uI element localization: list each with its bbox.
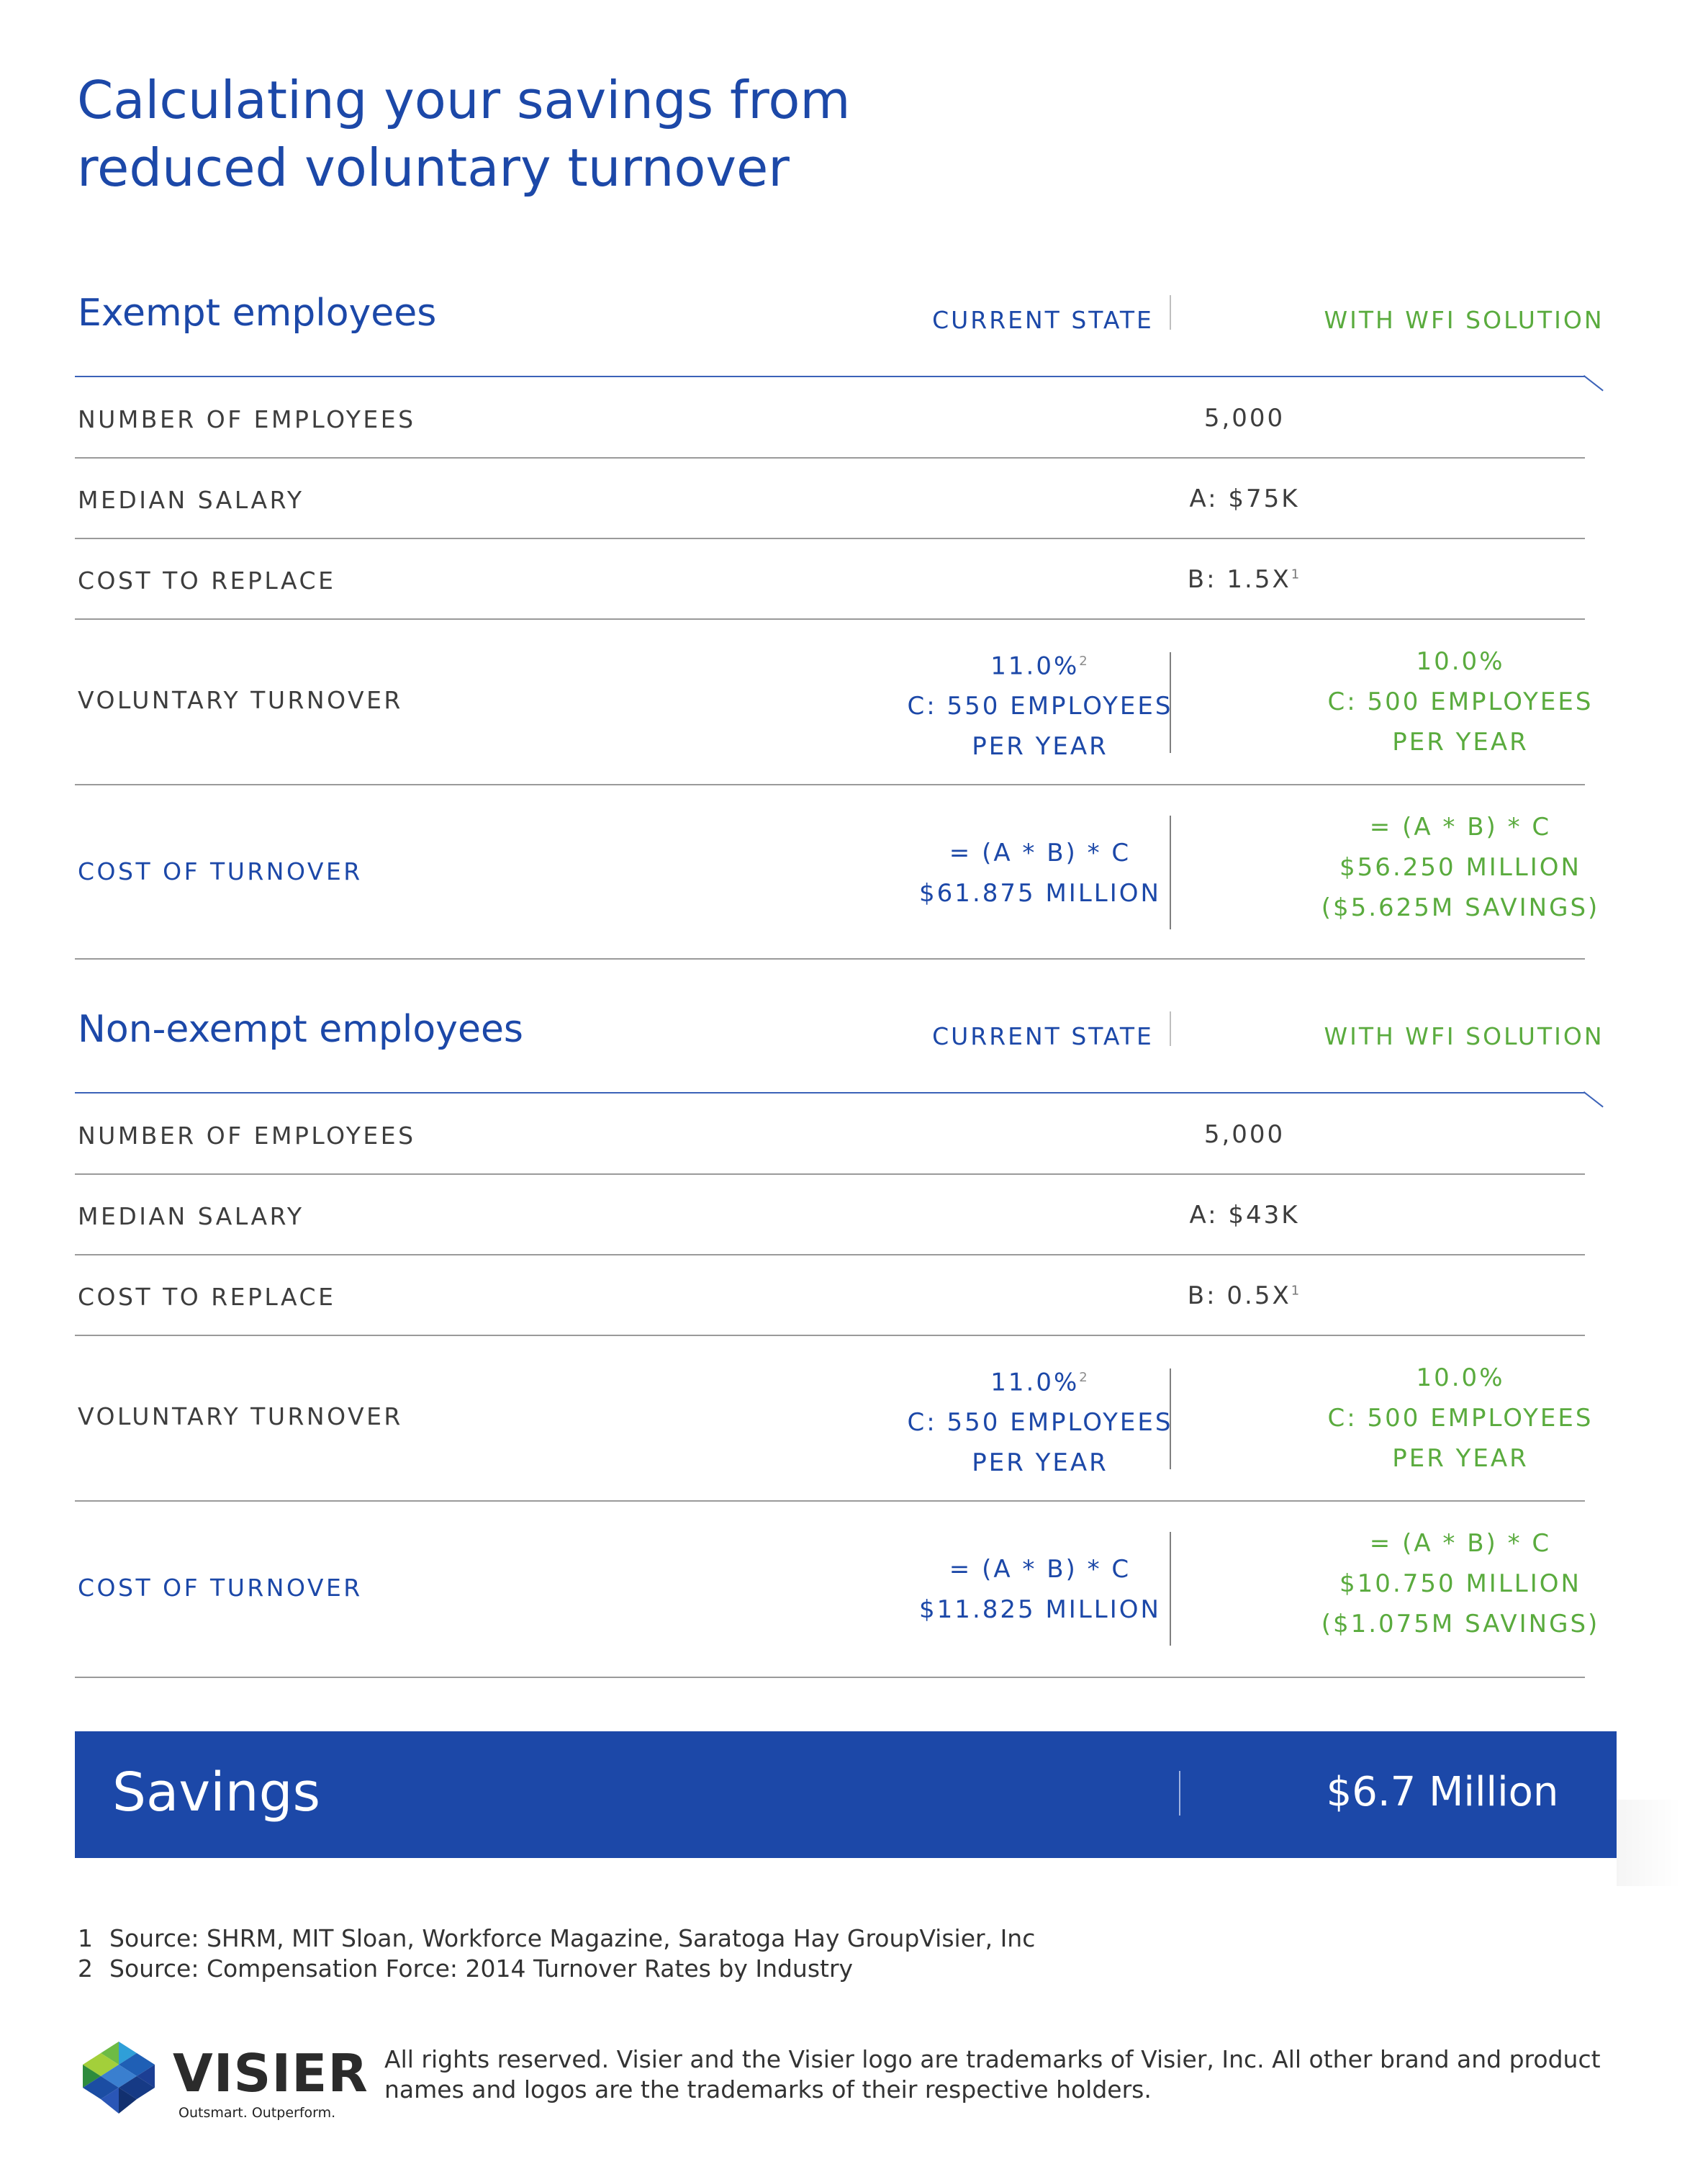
savings-shadow: [1617, 1800, 1681, 1886]
table-row: VOLUNTARY TURNOVER 11.0%2 C: 550 EMPLOYE…: [75, 620, 1591, 785]
footnote-ref: 1: [1291, 567, 1302, 582]
current-turnover-cell: 11.0%2 C: 550 EMPLOYEES PER YEAR: [907, 651, 1173, 762]
column-divider: [1170, 652, 1171, 753]
footnote-ref: 1: [1291, 1283, 1302, 1299]
savings-divider: [1179, 1771, 1180, 1816]
row-label: COST TO REPLACE: [78, 1283, 336, 1311]
table-row: MEDIAN SALARY A: $43K: [75, 1175, 1585, 1255]
table-row: VOLUNTARY TURNOVER 11.0%2 C: 550 EMPLOYE…: [75, 1336, 1591, 1502]
column-divider: [1170, 816, 1171, 929]
nonexempt-header: Non-exempt employees CURRENT STATE WITH …: [75, 1008, 1604, 1108]
exempt-section: Exempt employees CURRENT STATE WITH WFI …: [75, 292, 1604, 960]
footnote: 1 Source: SHRM, MIT Sloan, Workforce Maga…: [78, 1924, 1036, 1952]
column-divider: [1170, 1368, 1171, 1469]
row-value: B: 1.5X1: [1187, 565, 1302, 594]
row-value: A: $75K: [1189, 484, 1300, 513]
nonexempt-section: Non-exempt employees CURRENT STATE WITH …: [75, 1008, 1604, 1678]
row-value: 5,000: [1203, 404, 1285, 433]
table-row: NUMBER OF EMPLOYEES 5,000: [75, 378, 1585, 459]
table-row: MEDIAN SALARY A: $75K: [75, 459, 1585, 539]
row-label: COST OF TURNOVER: [78, 857, 363, 885]
footnote: 2 Source: Compensation Force: 2014 Turnov…: [78, 1954, 854, 1983]
table-row: COST TO REPLACE B: 1.5X1: [75, 539, 1585, 620]
savings-bar: Savings $6.7 Million: [75, 1731, 1617, 1858]
page-title: Calculating your savings from reduced vo…: [77, 66, 851, 202]
row-value: B: 0.5X1: [1187, 1281, 1302, 1310]
row-label: VOLUNTARY TURNOVER: [78, 686, 403, 714]
row-label: NUMBER OF EMPLOYEES: [78, 405, 416, 433]
row-label: NUMBER OF EMPLOYEES: [78, 1122, 416, 1150]
current-state-header: CURRENT STATE: [932, 306, 1154, 334]
title-line-2: reduced voluntary turnover: [77, 137, 790, 198]
row-label: MEDIAN SALARY: [78, 1202, 304, 1230]
legal-line: All rights reserved. Visier and the Visi…: [384, 2045, 1601, 2073]
nonexempt-heading: Non-exempt employees: [78, 1008, 524, 1051]
row-label: MEDIAN SALARY: [78, 486, 304, 514]
exempt-header: Exempt employees CURRENT STATE WITH WFI …: [75, 292, 1604, 392]
savings-value: $6.7 Million: [1326, 1769, 1559, 1816]
current-state-header: CURRENT STATE: [932, 1022, 1154, 1050]
wfi-solution-header: WITH WFI SOLUTION: [1324, 1022, 1604, 1050]
row-label: COST OF TURNOVER: [78, 1574, 363, 1602]
exempt-heading: Exempt employees: [78, 292, 437, 335]
current-cost-cell: = (A * B) * C $11.825 MILLION: [919, 1555, 1161, 1624]
row-value: A: $43K: [1189, 1201, 1300, 1230]
legal-notice: All rights reserved. Visier and the Visi…: [384, 2044, 1622, 2105]
wfi-cost-cell: = (A * B) * C $10.750 MILLION ($1.075M S…: [1321, 1529, 1600, 1638]
legal-line: names and logos are the trademarks of th…: [384, 2075, 1152, 2103]
header-divider: [1170, 1011, 1171, 1046]
wfi-turnover-cell: 10.0% C: 500 EMPLOYEES PER YEAR: [1327, 1363, 1594, 1473]
row-value: 5,000: [1203, 1120, 1285, 1149]
header-rule: [75, 376, 1585, 377]
savings-label: Savings: [112, 1762, 321, 1823]
visier-logo-icon: [83, 2042, 155, 2114]
current-cost-cell: = (A * B) * C $61.875 MILLION: [919, 839, 1161, 908]
header-rule-tick: [1583, 375, 1604, 392]
wfi-turnover-cell: 10.0% C: 500 EMPLOYEES PER YEAR: [1327, 647, 1594, 757]
table-row: COST TO REPLACE B: 0.5X1: [75, 1255, 1585, 1336]
current-turnover-cell: 11.0%2 C: 550 EMPLOYEES PER YEAR: [907, 1368, 1173, 1478]
title-line-1: Calculating your savings from: [77, 70, 851, 130]
footnote-ref: 2: [1079, 654, 1090, 669]
logo-wordmark: VISIER: [173, 2043, 369, 2103]
footnotes: 1 Source: SHRM, MIT Sloan, Workforce Maga…: [78, 1924, 1035, 1984]
wfi-solution-header: WITH WFI SOLUTION: [1324, 306, 1604, 334]
header-divider: [1170, 295, 1171, 330]
wfi-cost-cell: = (A * B) * C $56.250 MILLION ($5.625M S…: [1321, 813, 1600, 922]
footnote-ref: 2: [1079, 1370, 1090, 1385]
row-label: COST TO REPLACE: [78, 567, 336, 595]
table-row: COST OF TURNOVER = (A * B) * C $61.875 M…: [75, 785, 1597, 960]
row-label: VOLUNTARY TURNOVER: [78, 1402, 403, 1430]
table-row: NUMBER OF EMPLOYEES 5,000: [75, 1094, 1585, 1175]
column-divider: [1170, 1532, 1171, 1646]
header-rule-tick: [1583, 1091, 1604, 1108]
logo-tagline: Outsmart. Outperform.: [179, 2105, 336, 2121]
header-rule: [75, 1092, 1585, 1093]
table-row: COST OF TURNOVER = (A * B) * C $11.825 M…: [75, 1502, 1597, 1678]
